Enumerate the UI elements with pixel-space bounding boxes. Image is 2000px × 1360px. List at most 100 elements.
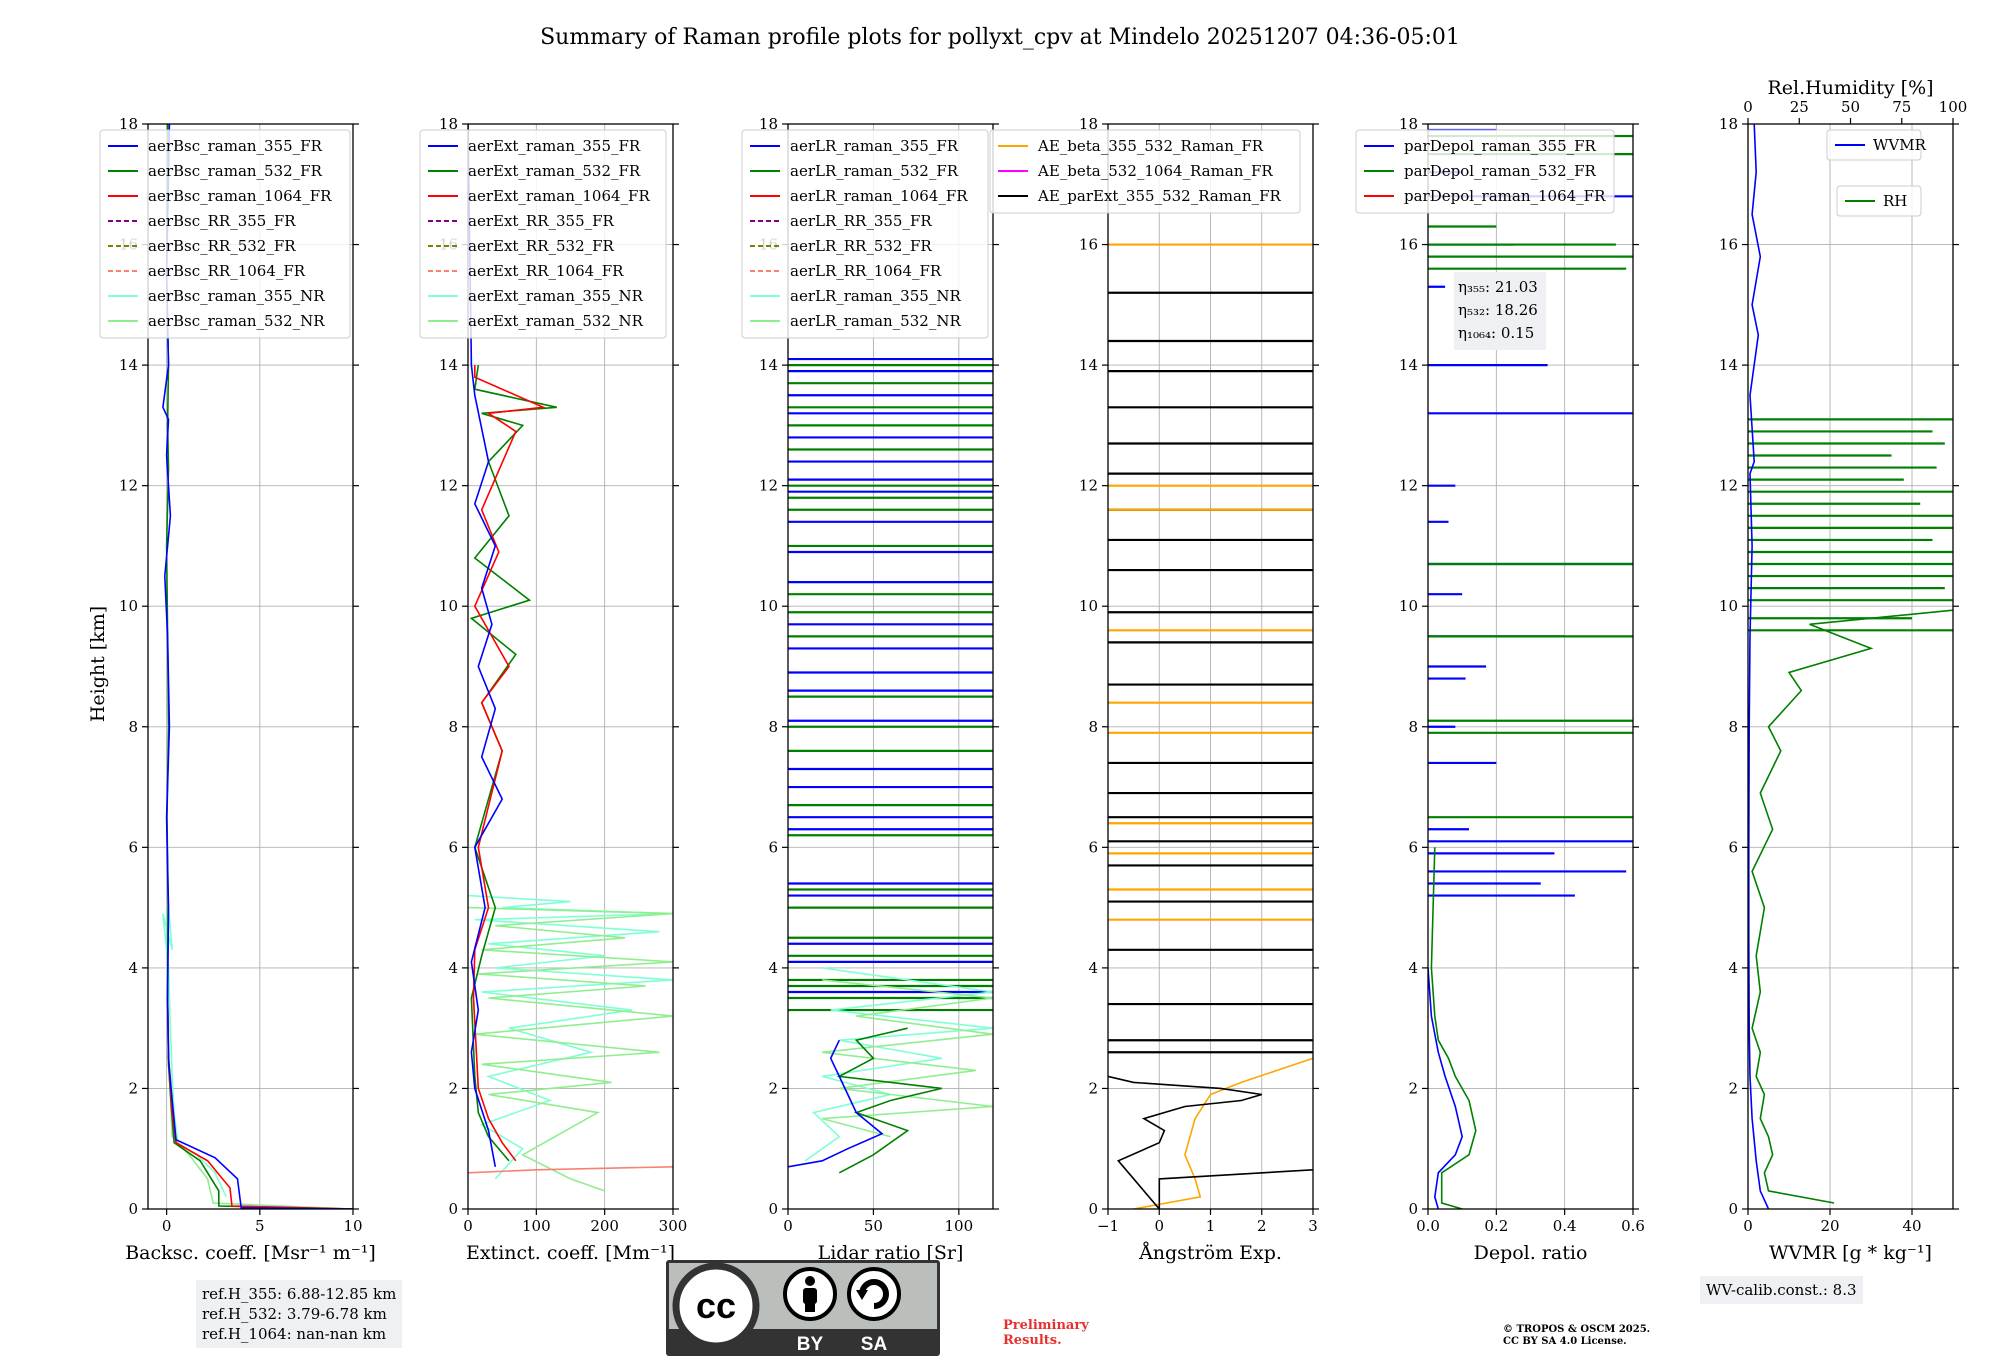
y-tick-label: 8 [1408,718,1418,736]
grid-lines [1747,123,1953,1210]
x-tick-label: 0 [463,1217,473,1235]
series-aerExt_RR_1064_FR [468,1166,673,1174]
legend: aerLR_raman_355_FR aerLR_raman_532_FR aerL… [741,129,989,339]
grid-lines [1107,123,1314,1210]
y-tick-label: 0 [1408,1200,1418,1218]
preliminary-line-2: Results. [1003,1333,1062,1348]
series-parDepol_raman_355_FR [1428,967,1464,1209]
y-tick-label: 0 [448,1200,458,1218]
y-tick-label: 12 [1399,477,1418,495]
y-tick-label: 8 [768,718,778,736]
legend-label: aerLR_raman_355_FR [790,137,959,155]
panel-frame [1747,123,1954,1210]
x-tick-label: 0 [1743,1217,1753,1235]
x-tick-label: 3 [1308,1217,1318,1235]
cc-logo-text: cc [696,1285,736,1326]
figure-title: Summary of Raman profile plots for polly… [540,25,1460,50]
preliminary-results-note: Preliminary Results. [1003,1318,1089,1348]
legend-label: aerBsc_raman_532_FR [148,162,323,180]
x-tick-label: 0 [783,1217,793,1235]
top-x-tick-label: 25 [1790,98,1809,116]
y-tick-label: 12 [1719,477,1738,495]
y-tick-label: 8 [1088,718,1098,736]
y-tick-label: 16 [1719,236,1738,254]
y-tick-label: 2 [1408,1079,1418,1097]
x-tick-label: 40 [1902,1217,1921,1235]
series-parDepol_raman_532_FR [1430,847,1477,1209]
x-tick-label: 0.2 [1484,1217,1508,1235]
y-tick-label: 10 [1079,597,1098,615]
y-tick-label: 4 [128,959,138,977]
legend-label: aerExt_raman_1064_FR [468,187,650,205]
y-tick-label: 14 [759,356,778,374]
data-area [162,124,353,1209]
legend-label: AE_beta_355_532_Raman_FR [1037,137,1264,155]
top-x-tick-label: 100 [1939,98,1968,116]
series-aerLR_raman_355_FR [788,1039,884,1168]
y-tick-label: 14 [1399,356,1418,374]
x-tick-label: 0 [1154,1217,1164,1235]
x-tick-label: 50 [864,1217,883,1235]
x-tick-label: 2 [1257,1217,1267,1235]
x-tick-label: 100 [522,1217,551,1235]
y-tick-label: 16 [1399,236,1418,254]
top-x-tick-label: 75 [1892,98,1911,116]
y-tick-label: 12 [439,477,458,495]
legend-frame [989,129,1301,214]
preliminary-line-1: Preliminary [1003,1318,1089,1333]
y-tick-label: 10 [759,597,778,615]
series-aerBsc_raman_355_FR [162,124,353,1209]
y-axis-label: Height [km] [87,606,109,722]
y-tick-label: 10 [439,597,458,615]
y-tick-label: 2 [1728,1079,1738,1097]
panel-frame [147,123,354,1210]
eta-box [1454,272,1546,350]
y-tick-label: 0 [128,1200,138,1218]
legend-label: AE_parExt_355_532_Raman_FR [1037,187,1282,205]
legend-label: aerLR_raman_355_NR [790,287,961,305]
legend-frame [99,129,351,339]
x-tick-label: 5 [255,1217,265,1235]
y-tick-label: 4 [1088,959,1098,977]
legend-label: aerLR_raman_532_NR [790,312,961,330]
legend-label: aerBsc_raman_532_NR [148,312,325,330]
y-tick-label: 2 [1088,1079,1098,1097]
y-tick-label: 18 [1399,115,1418,133]
legend-label: parDepol_raman_1064_FR [1404,187,1606,205]
panel-ext: 0246810121416180100200300Extinct. coeff.… [419,115,687,1264]
eta-value: η₅₃₂: 18.26 [1458,301,1538,319]
cc-by-sa-license-badge: cc BY SA [666,1260,940,1356]
y-tick-label: 2 [128,1079,138,1097]
y-tick-label: 14 [1079,356,1098,374]
wv-calibration-constant: WV-calib.const.: 8.3 [1706,1281,1857,1299]
eta-value: η₃₅₅: 21.03 [1458,278,1538,296]
legend: aerExt_raman_355_FR aerExt_raman_532_FRae… [419,129,667,339]
y-tick-label: 6 [1408,838,1418,856]
legend-label: aerLR_raman_1064_FR [790,187,968,205]
legend-frame [1826,129,1922,161]
x-axis-label: Depol. ratio [1474,1242,1588,1264]
y-tick-label: 18 [1079,115,1098,133]
badge-sa-label: SA [861,1334,888,1355]
legend-WVMR: WVMR [1826,129,1927,161]
legend-label: aerBsc_raman_1064_FR [148,187,332,205]
eta-value: η₁₀₆₄: 0.15 [1458,324,1534,342]
legend-label: aerExt_raman_532_NR [468,312,644,330]
x-tick-label: 0 [162,1217,172,1235]
legend-frame [1836,185,1922,217]
legend-label: aerBsc_RR_1064_FR [148,262,306,280]
x-tick-label: −1 [1097,1217,1119,1235]
y-tick-label: 4 [448,959,458,977]
x-axis-label: Extinct. coeff. [Mm⁻¹] [466,1242,675,1264]
legend-label: parDepol_raman_355_FR [1404,137,1597,155]
y-tick-label: 14 [1719,356,1738,374]
legend-label: aerExt_RR_1064_FR [468,262,624,280]
x-tick-label: 0.4 [1553,1217,1577,1235]
legend: parDepol_raman_355_FR parDepol_raman_532_… [1355,129,1615,214]
series-aerExt_raman_532_NR [468,906,673,1192]
legend-frame [1355,129,1615,214]
series-aerExt_raman_1064_FR [472,365,547,1162]
y-tick-label: 14 [439,356,458,374]
x-tick-label: 1 [1206,1217,1216,1235]
